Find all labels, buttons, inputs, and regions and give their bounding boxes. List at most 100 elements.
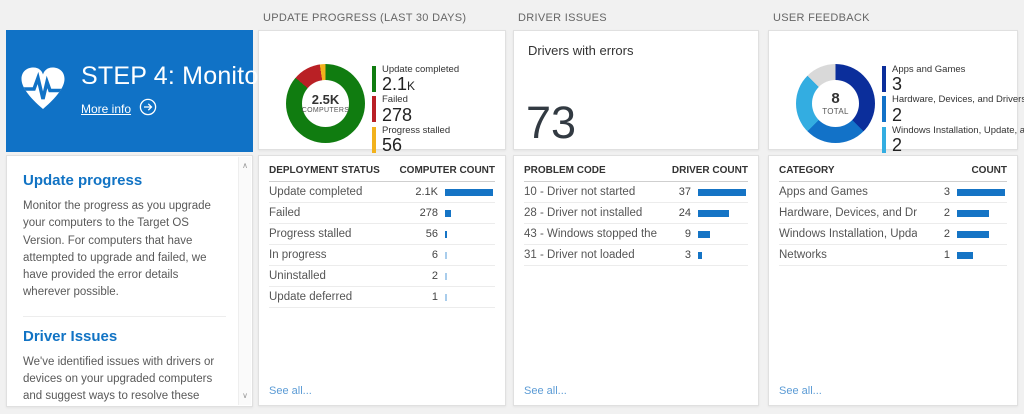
category-table: CATEGORY COUNT Apps and Games 3 Hardware… [769, 156, 1017, 266]
legend-swatch-navy [882, 66, 886, 92]
arrow-circle-icon[interactable] [139, 98, 157, 121]
user-feedback-column: USER FEEDBACK 8 TOTAL Apps and Games 3 H… [768, 0, 1024, 414]
deployment-status-table-card: DEPLOYMENT STATUS COMPUTER COUNT Update … [258, 155, 506, 406]
step-description-card: Update progress Monitor the progress as … [6, 155, 253, 407]
count-bar [957, 251, 973, 259]
column-header-category: CATEGORY [779, 165, 835, 176]
count-bar [698, 251, 702, 259]
column-header-driver-count: DRIVER COUNT [671, 165, 748, 176]
count-bar [445, 251, 447, 259]
legend-label: Progress stalled [382, 124, 451, 136]
table-row[interactable]: Networks 1 [779, 245, 1007, 266]
legend-label: Hardware, Devices, and Drivers [892, 94, 1024, 106]
count-bar [445, 293, 447, 301]
legend-value: 3 [892, 74, 903, 95]
donut-center-label: COMPUTERS [301, 107, 350, 115]
table-header: PROBLEM CODE DRIVER COUNT [524, 156, 748, 182]
step-title: STEP 4: Monitor [81, 61, 267, 90]
table-row[interactable]: Windows Installation, Update,... 2 [779, 224, 1007, 245]
scrollbar[interactable]: ∧ ∨ [238, 157, 251, 405]
info-section-update-progress: Update progress Monitor the progress as … [23, 170, 226, 317]
legend-value: 56 [382, 135, 403, 156]
info-section-driver-issues: Driver Issues We've identified issues wi… [23, 317, 226, 407]
table-row[interactable]: Update deferred 1 [269, 287, 495, 308]
user-feedback-donut-card: 8 TOTAL Apps and Games 3 Hardware, Devic… [768, 30, 1024, 154]
legend-item: Apps and Games 3 [882, 64, 1024, 93]
legend-item: Hardware, Devices, and Drivers 2 [882, 94, 1024, 125]
legend-label: Apps and Games [892, 64, 966, 75]
column-header-count: COUNT [971, 165, 1007, 176]
driver-issues-column: DRIVER ISSUES Drivers with errors 73 PRO… [513, 0, 759, 414]
table-row[interactable]: Update completed 2.1K [269, 182, 495, 203]
step-tile[interactable]: STEP 4: Monitor More info [6, 30, 267, 152]
table-row[interactable]: 31 - Driver not loaded 3 [524, 245, 748, 266]
count-bar [698, 230, 710, 238]
column-header-problem-code: PROBLEM CODE [524, 165, 606, 176]
deployment-status-table: DEPLOYMENT STATUS COMPUTER COUNT Update … [259, 156, 505, 308]
legend-swatch-blue [882, 96, 886, 123]
drivers-error-count: 73 [526, 97, 577, 148]
legend-item: Progress stalled 56 [372, 125, 459, 154]
column-header-count: COMPUTER COUNT [399, 165, 495, 176]
panel-header: DRIVER ISSUES [518, 12, 607, 24]
legend-value: 278 [382, 104, 413, 125]
table-row[interactable]: Progress stalled 56 [269, 224, 495, 245]
legend-value: 2 [892, 135, 903, 156]
donut-center-value: 8 [831, 89, 840, 107]
table-row[interactable]: 28 - Driver not installed 24 [524, 203, 748, 224]
table-row[interactable]: 10 - Driver not started 37 [524, 182, 748, 203]
table-row[interactable]: Uninstalled 2 [269, 266, 495, 287]
category-table-card: CATEGORY COUNT Apps and Games 3 Hardware… [768, 155, 1018, 406]
see-all-link[interactable]: See all... [779, 385, 822, 397]
section-body: Monitor the progress as you upgrade your… [23, 200, 211, 299]
donut-center-value: 2.5K [311, 91, 340, 107]
legend-swatch-cyan [882, 126, 886, 153]
section-heading: Driver Issues [23, 327, 118, 345]
scroll-down-icon[interactable]: ∨ [242, 391, 248, 400]
problem-code-table: PROBLEM CODE DRIVER COUNT 10 - Driver no… [514, 156, 758, 266]
count-bar [445, 188, 493, 196]
user-feedback-donut-chart: 8 TOTAL [796, 64, 875, 143]
column-header-status: DEPLOYMENT STATUS [269, 165, 380, 176]
legend-swatch-red [372, 96, 376, 123]
table-row[interactable]: Apps and Games 3 [779, 182, 1007, 203]
table-header: CATEGORY COUNT [779, 156, 1007, 182]
count-bar [445, 230, 447, 238]
count-bar [698, 209, 729, 217]
more-info-link[interactable]: More info [81, 102, 132, 116]
update-progress-donut-chart: 2.5K COMPUTERS [286, 64, 365, 143]
count-bar [957, 230, 989, 238]
table-row[interactable]: Hardware, Devices, and Drivers 2 [779, 203, 1007, 224]
legend-item: Update completed 2.1K [372, 64, 459, 93]
panel-header: USER FEEDBACK [773, 12, 870, 24]
heartbeat-icon [18, 64, 68, 119]
section-body: We've identified issues with drivers or … [23, 355, 215, 403]
panel-header: UPDATE PROGRESS (LAST 30 DAYS) [263, 12, 467, 24]
legend-swatch-green [372, 66, 376, 92]
count-bar [445, 272, 447, 280]
problem-code-table-card: PROBLEM CODE DRIVER COUNT 10 - Driver no… [513, 155, 759, 406]
donut-center-label: TOTAL [822, 107, 849, 117]
legend-value: 2 [892, 104, 903, 125]
update-progress-legend: Update completed 2.1K Failed 278 Progres… [372, 64, 459, 155]
table-header: DEPLOYMENT STATUS COMPUTER COUNT [269, 156, 495, 182]
table-row[interactable]: Failed 278 [269, 203, 495, 224]
legend-value: 2.1K [382, 74, 416, 95]
card-title: Drivers with errors [528, 43, 634, 58]
user-feedback-legend: Apps and Games 3 Hardware, Devices, and … [882, 64, 1024, 155]
count-bar [957, 188, 1005, 196]
count-bar [698, 188, 746, 196]
scroll-up-icon[interactable]: ∧ [242, 161, 248, 170]
legend-swatch-yellow [372, 126, 376, 153]
table-row[interactable]: In progress 6 [269, 245, 495, 266]
count-bar [957, 209, 989, 217]
count-bar [445, 209, 451, 217]
table-row[interactable]: 43 - Windows stopped the devi... 9 [524, 224, 748, 245]
see-all-link[interactable]: See all... [269, 385, 312, 397]
legend-item: Windows Installation, Update, and... 2 [882, 125, 1024, 154]
drivers-with-errors-card: Drivers with errors 73 [513, 30, 759, 150]
monitor-column: STEP 4: Monitor More info Update progres… [6, 0, 267, 414]
legend-label: Failed [382, 94, 408, 106]
see-all-link[interactable]: See all... [524, 385, 567, 397]
section-heading: Update progress [23, 172, 143, 189]
